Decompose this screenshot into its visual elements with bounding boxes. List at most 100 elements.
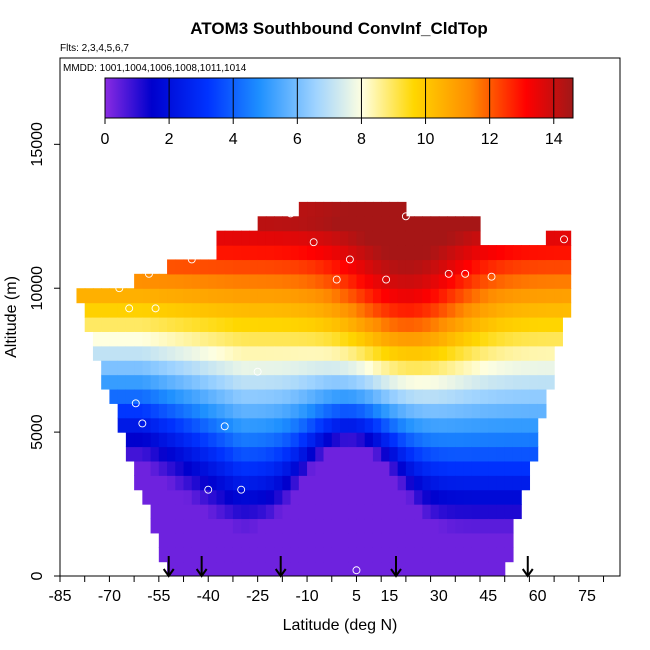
heatmap-cell (307, 302, 316, 318)
heatmap-cell (232, 532, 242, 548)
x-tick-label: 75 (578, 588, 596, 605)
heatmap-cell (447, 504, 456, 520)
heatmap-cell (504, 288, 514, 304)
heatmap-cell (512, 446, 522, 462)
heatmap-cell (167, 403, 176, 419)
heatmap-cell (84, 317, 94, 332)
heatmap-cell (101, 345, 111, 361)
heatmap-cell (183, 403, 193, 419)
heatmap-cell (430, 432, 440, 448)
heatmap-cell (496, 432, 506, 448)
heatmap-cell (216, 388, 226, 404)
heatmap-cell (340, 331, 349, 347)
heatmap-cell (298, 245, 308, 261)
heatmap-cell (447, 216, 456, 232)
heatmap-cell (208, 446, 218, 462)
heatmap-cell (208, 374, 218, 390)
heatmap-cell (216, 360, 226, 376)
heatmap-cell (274, 259, 283, 275)
heatmap-cell (183, 489, 193, 505)
heatmap-cell (521, 259, 531, 275)
heatmap-cell (257, 547, 267, 563)
heatmap-cell (323, 561, 333, 576)
heatmap-cell (356, 446, 366, 462)
heatmap-cell (422, 532, 432, 548)
heatmap-cell (323, 216, 333, 232)
heatmap-cell (274, 532, 283, 548)
heatmap-cell (496, 288, 506, 304)
heatmap-cell (471, 360, 481, 376)
heatmap-cell (232, 518, 242, 534)
heatmap-cell (471, 331, 481, 347)
heatmap-cell (167, 417, 176, 433)
heatmap-cell (562, 288, 572, 304)
heatmap-cell (331, 216, 341, 232)
heatmap-cell (397, 201, 407, 217)
heatmap-cell (241, 403, 251, 419)
heatmap-cell (200, 374, 209, 390)
heatmap-cell (298, 216, 308, 232)
heatmap-cell (340, 345, 349, 361)
heatmap-cell (504, 302, 514, 318)
heatmap-cell (290, 317, 300, 332)
heatmap-cell (512, 460, 522, 476)
heatmap-cell (265, 532, 275, 548)
heatmap-cell (488, 374, 498, 390)
heatmap-cell (414, 245, 423, 261)
heatmap-cell (356, 460, 366, 476)
heatmap-cell (340, 201, 349, 217)
heatmap-cell (315, 475, 325, 491)
heatmap-cell (282, 460, 292, 476)
heatmap-cell (488, 489, 498, 505)
heatmap-cell (405, 259, 415, 275)
heatmap-cell (512, 317, 522, 332)
heatmap-cell (150, 460, 160, 476)
heatmap-cell (142, 403, 152, 419)
heatmap-cell (447, 432, 456, 448)
x-tick-label: 60 (529, 588, 547, 605)
heatmap-cell (315, 273, 325, 289)
heatmap-cell (496, 259, 506, 275)
heatmap-cell (381, 216, 391, 232)
heatmap-cell (216, 547, 226, 563)
heatmap-cell (125, 446, 135, 462)
heatmap-cell (282, 504, 292, 520)
heatmap-cell (183, 317, 193, 332)
heatmap-cell (315, 302, 325, 318)
heatmap-cell (158, 273, 168, 289)
heatmap-cell (257, 317, 267, 332)
heatmap-cell (348, 475, 358, 491)
heatmap-cell (537, 360, 547, 376)
heatmap-cell (315, 547, 325, 563)
heatmap-cell (422, 302, 432, 318)
heatmap-cell (167, 288, 176, 304)
heatmap-cell (274, 317, 283, 332)
heatmap-cell (175, 475, 185, 491)
heatmap-cell (232, 245, 242, 261)
heatmap-cell (249, 245, 259, 261)
heatmap-cell (200, 417, 209, 433)
heatmap-cell (265, 417, 275, 433)
heatmap-cell (480, 518, 489, 534)
heatmap-cell (298, 403, 308, 419)
heatmap-cell (430, 345, 440, 361)
heatmap-cell (504, 489, 514, 505)
heatmap-cell (298, 331, 308, 347)
heatmap-cell (463, 230, 473, 246)
heatmap-cell (381, 201, 391, 217)
colorbar-tick-label: 10 (417, 131, 435, 148)
heatmap-cell (340, 460, 349, 476)
heatmap-cell (414, 317, 423, 332)
heatmap-cell (298, 561, 308, 576)
heatmap-cell (414, 561, 423, 576)
heatmap-cell (249, 273, 259, 289)
heatmap-cell (471, 460, 481, 476)
data-point (138, 419, 147, 428)
heatmap-cell (224, 489, 234, 505)
heatmap-cell (364, 518, 374, 534)
heatmap-cell (290, 532, 300, 548)
heatmap-cell (430, 216, 440, 232)
heatmap-cell (512, 273, 522, 289)
heatmap-cell (282, 561, 292, 576)
heatmap-cell (348, 489, 358, 505)
